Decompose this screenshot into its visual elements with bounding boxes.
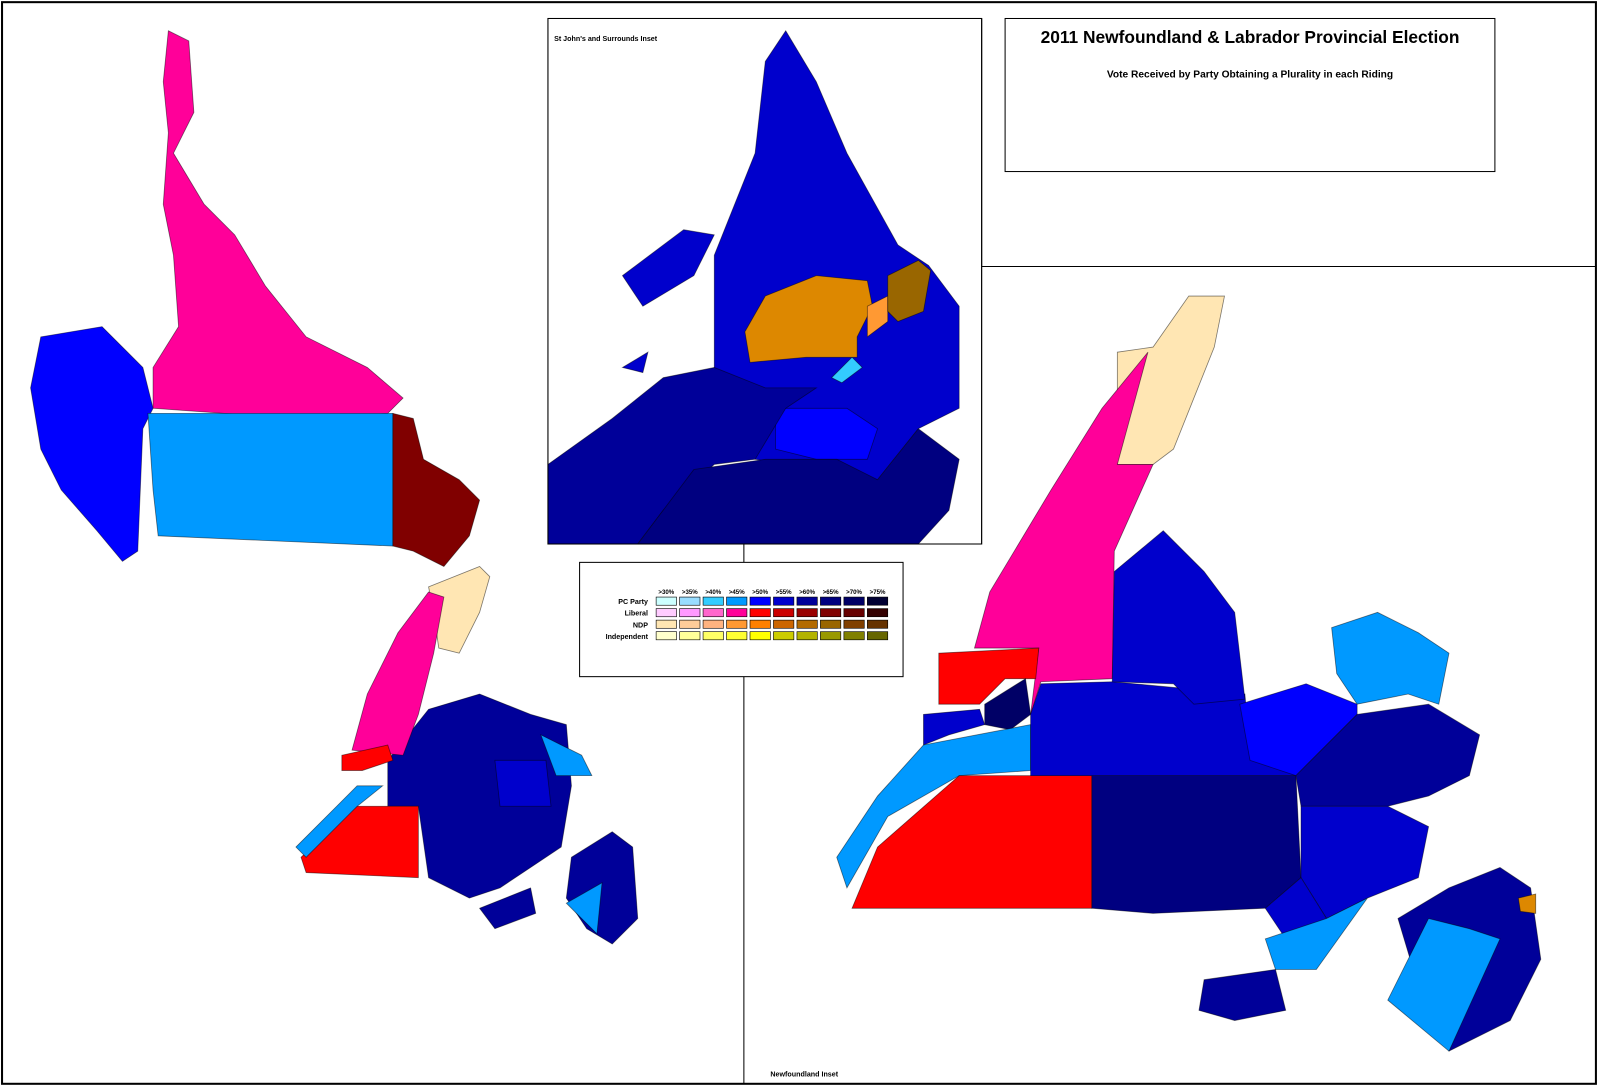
legend-swatch: [655, 608, 677, 618]
inset-label: St John's and Surrounds Inset: [554, 35, 658, 43]
riding: [341, 744, 394, 771]
legend-threshold: >35%: [682, 589, 698, 596]
riding: [1264, 897, 1368, 970]
st-johns-inset: [547, 29, 960, 545]
legend-swatch: [702, 619, 724, 629]
legend-swatch: [726, 619, 748, 629]
legend-threshold: >50%: [752, 589, 768, 596]
legend-swatch: [749, 619, 771, 629]
legend-swatch: [820, 596, 842, 606]
riding: [494, 759, 552, 807]
riding: [775, 407, 879, 460]
riding: [392, 412, 481, 567]
legend-swatch: [867, 619, 889, 629]
riding: [351, 591, 445, 756]
riding: [621, 351, 649, 374]
legend-swatch: [679, 619, 701, 629]
subtitle: Vote Received by Party Obtaining a Plura…: [1107, 70, 1393, 81]
legend-swatch: [749, 608, 771, 618]
legend-swatch: [679, 631, 701, 641]
legend-swatch: [702, 608, 724, 618]
riding: [30, 326, 154, 562]
legend-party: NDP: [633, 621, 648, 629]
riding: [923, 708, 986, 746]
riding: [565, 882, 603, 935]
legend-threshold: >40%: [705, 589, 721, 596]
title: 2011 Newfoundland & Labrador Provincial …: [1041, 27, 1460, 47]
legend-party: Independent: [606, 633, 649, 641]
legend-swatch: [867, 631, 889, 641]
riding: [540, 733, 593, 777]
legend-swatch: [679, 596, 701, 606]
riding: [1198, 969, 1287, 1021]
inset-label: Newfoundland Inset: [770, 1071, 838, 1079]
legend-swatch: [796, 619, 818, 629]
inset-frame: [547, 17, 983, 545]
legend-swatch: [655, 631, 677, 641]
legend-threshold: >55%: [776, 589, 792, 596]
riding: [621, 229, 715, 307]
legend-swatch: [726, 608, 748, 618]
legend-swatch: [867, 608, 889, 618]
riding: [887, 259, 932, 323]
legend-swatch: [796, 631, 818, 641]
legend-swatch: [726, 596, 748, 606]
newfoundland-inset: [836, 295, 1542, 1052]
legend-swatch: [749, 631, 771, 641]
title-box: [1004, 17, 1496, 173]
riding: [636, 428, 960, 545]
legend-party: PC Party: [618, 598, 648, 606]
legend-swatch: [702, 631, 724, 641]
legend-swatch: [655, 596, 677, 606]
legend-party: Liberal: [625, 610, 648, 618]
riding: [984, 678, 1032, 731]
legend-items: >30% >35% >40% >45% >50% >55% >60% >65% >70% >75%…: [606, 589, 889, 641]
legend-swatch: [773, 619, 795, 629]
legend-threshold: >65%: [823, 589, 839, 596]
legend-swatch: [749, 596, 771, 606]
riding: [295, 785, 384, 858]
legend-swatch: [843, 596, 865, 606]
legend-threshold: >30%: [658, 589, 674, 596]
riding: [866, 295, 889, 338]
legend-swatch: [796, 608, 818, 618]
riding: [938, 647, 1040, 705]
legend-swatch: [702, 596, 724, 606]
legend-swatch: [679, 608, 701, 618]
legend-threshold: >75%: [870, 589, 886, 596]
legend-swatch: [820, 631, 842, 641]
legend-swatch: [796, 596, 818, 606]
riding: [1111, 530, 1246, 705]
legend-threshold: >60%: [799, 589, 815, 596]
riding: [1331, 611, 1450, 705]
riding: [1091, 775, 1302, 914]
legend-swatch: [773, 596, 795, 606]
riding: [147, 412, 394, 547]
legend-swatch: [726, 631, 748, 641]
legend-threshold: >45%: [729, 589, 745, 596]
riding: [830, 356, 863, 384]
legend-threshold: >70%: [846, 589, 862, 596]
riding: [1387, 918, 1501, 1052]
legend-swatch: [867, 596, 889, 606]
legend-swatch: [843, 619, 865, 629]
legend-swatch: [843, 608, 865, 618]
legend-swatch: [655, 619, 677, 629]
legend-swatch: [820, 619, 842, 629]
legend-swatch: [820, 608, 842, 618]
legend-swatch: [773, 631, 795, 641]
riding: [478, 887, 537, 930]
legend-swatch: [843, 631, 865, 641]
legend: [579, 561, 904, 678]
riding: [1517, 893, 1537, 914]
labrador: [30, 30, 481, 567]
newfoundland-small: [295, 565, 639, 945]
riding: [744, 275, 873, 363]
riding: [387, 693, 572, 899]
legend-swatch: [773, 608, 795, 618]
